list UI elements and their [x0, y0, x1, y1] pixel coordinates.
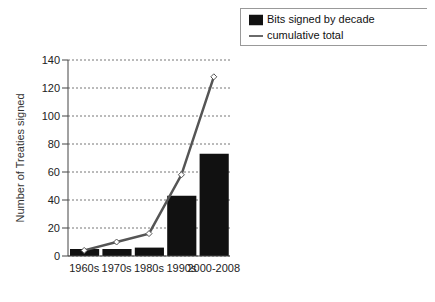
svg-text:2000-2008: 2000-2008 [187, 262, 240, 274]
html-text:cumulative total: cumulative total [267, 29, 344, 42]
svg-text:1990s: 1990s [166, 261, 197, 274]
svg-text:Number of Treaties signed: Number of Treaties signed [14, 93, 26, 222]
svg-text:140: 140 [42, 54, 60, 66]
svg-text:0: 0 [54, 250, 60, 262]
svg-text:60: 60 [48, 166, 60, 178]
svg-text:1960s: 1960s [69, 262, 99, 274]
svg-text:40: 40 [48, 194, 60, 206]
svg-text:100: 100 [42, 110, 60, 122]
svg-text:80: 80 [48, 138, 60, 150]
svg-text:20: 20 [48, 222, 60, 234]
svg-text:120: 120 [42, 82, 60, 94]
svg-text:1970s: 1970s [102, 262, 132, 274]
html-text:Bits signed by decade: Bits signed by decade [267, 13, 375, 25]
svg-text:1980s: 1980s [134, 262, 164, 274]
